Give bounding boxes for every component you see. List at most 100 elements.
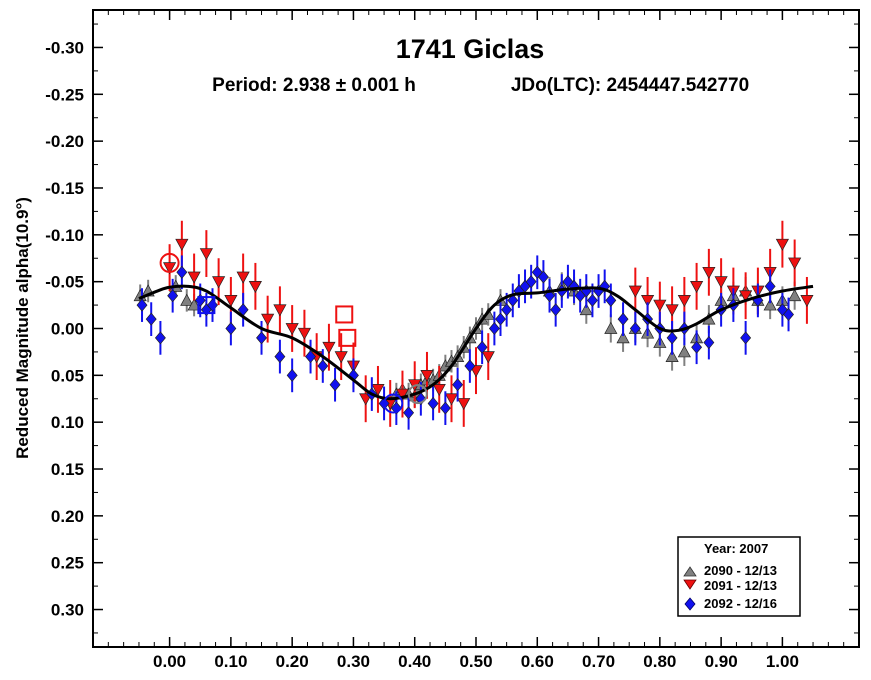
- data-point: [286, 368, 298, 382]
- data-point: [628, 285, 642, 298]
- legend: Year: 2007 2090 - 12/13 2091 - 12/13 209…: [677, 536, 801, 617]
- chart-subtitle-epoch: JDo(LTC): 2454447.542770: [511, 75, 749, 96]
- data-point: [690, 280, 704, 294]
- legend-marker-2092: [684, 597, 696, 611]
- data-point: [788, 288, 802, 302]
- data-point: [145, 312, 157, 326]
- data-point: [154, 331, 166, 345]
- data-point: [775, 238, 789, 251]
- data-point: [261, 313, 275, 326]
- data-point: [420, 369, 434, 383]
- plot-area: [133, 220, 814, 430]
- x-tick-label: 0.80: [643, 652, 676, 671]
- fit-curve: [138, 284, 814, 401]
- chart-title: 1741 Giclas: [396, 34, 545, 64]
- data-point: [550, 303, 562, 317]
- data-point: [371, 384, 385, 397]
- y-tick-label: -0.10: [45, 226, 84, 245]
- y-tick-label: 0.25: [51, 554, 84, 573]
- data-point: [395, 388, 410, 401]
- data-point: [329, 378, 341, 392]
- highlight-square: [338, 328, 357, 347]
- y-tick-label: -0.15: [45, 179, 84, 198]
- data-point: [579, 303, 593, 316]
- data-point: [305, 350, 316, 364]
- legend-label-2090: 2090 - 12/13: [704, 563, 777, 578]
- data-point: [507, 293, 519, 307]
- highlight-circle: [159, 252, 180, 273]
- y-tick-label: 0.00: [51, 320, 84, 339]
- data-point: [403, 406, 415, 420]
- data-point: [180, 293, 194, 306]
- data-point: [586, 293, 598, 307]
- data-point: [224, 295, 238, 308]
- highlight-square: [335, 305, 354, 324]
- data-point: [495, 312, 506, 326]
- data-point: [666, 331, 678, 345]
- y-axis: -0.30 -0.25 -0.20 -0.15 -0.10 -0.05 0.00 0.05 0.…: [45, 23, 859, 634]
- chart-subtitle-period: Period: 2.938 ± 0.001 h: [212, 75, 416, 96]
- data-point: [167, 289, 179, 303]
- data-point: [501, 303, 513, 317]
- data-point: [175, 238, 189, 251]
- x-tick-label: 0.30: [337, 652, 370, 671]
- data-point: [677, 345, 691, 358]
- x-tick-label: 0.90: [705, 652, 738, 671]
- x-tick-label: 0.70: [582, 652, 615, 671]
- data-point: [256, 331, 267, 345]
- y-tick-label: 0.30: [51, 601, 84, 620]
- data-point: [763, 298, 777, 311]
- data-point: [691, 340, 703, 354]
- data-point: [476, 340, 488, 354]
- data-point: [616, 331, 630, 344]
- data-point: [334, 351, 348, 364]
- y-tick-label: 0.20: [51, 507, 84, 526]
- data-point: [617, 312, 629, 326]
- legend-title: Year: 2007: [704, 541, 768, 556]
- data-point: [248, 280, 262, 294]
- data-point: [629, 321, 641, 336]
- highlight-circle: [383, 393, 404, 414]
- data-point: [740, 331, 752, 345]
- x-tick-label: 0.60: [521, 652, 554, 671]
- x-tick-label: 1.00: [766, 652, 799, 671]
- data-point: [432, 384, 446, 397]
- x-tick-label: 0.00: [153, 652, 186, 671]
- data-point: [665, 349, 679, 362]
- highlight-square: [197, 296, 216, 315]
- legend-box: [677, 536, 801, 617]
- data-point: [163, 262, 177, 275]
- x-tick-label: 0.10: [214, 652, 247, 671]
- y-tick-label: -0.20: [45, 132, 84, 151]
- data-point: [537, 270, 549, 284]
- y-axis-label: Reduced Magnitude alpha(10.9°): [13, 197, 32, 459]
- y-tick-label: -0.05: [45, 273, 84, 292]
- data-point: [464, 359, 476, 373]
- data-point: [444, 393, 459, 406]
- data-point: [317, 359, 329, 373]
- data-point: [136, 298, 148, 312]
- data-point: [481, 351, 495, 364]
- data-point: [739, 290, 753, 303]
- x-axis: 0.00 0.10 0.20 0.30 0.40 0.50 0.60 0.70 0.80 0.90…: [107, 10, 845, 671]
- data-point: [800, 295, 814, 308]
- data-point: [714, 276, 728, 289]
- data-point: [187, 271, 201, 284]
- data-point: [653, 299, 667, 312]
- data-point: [176, 265, 188, 279]
- data-point: [665, 304, 679, 317]
- data-point: [439, 401, 451, 415]
- data-point: [605, 293, 617, 307]
- y-tick-label: -0.25: [45, 85, 84, 104]
- legend-label-2092: 2092 - 12/16: [704, 596, 777, 611]
- data-point: [677, 295, 691, 308]
- data-point: [604, 321, 618, 334]
- data-point: [488, 321, 500, 336]
- x-tick-label: 0.20: [276, 652, 309, 671]
- legend-marker-2090: [683, 566, 697, 577]
- y-tick-label: 0.05: [51, 366, 84, 385]
- data-point: [225, 321, 237, 336]
- data-point: [640, 295, 655, 308]
- data-point: [199, 248, 213, 261]
